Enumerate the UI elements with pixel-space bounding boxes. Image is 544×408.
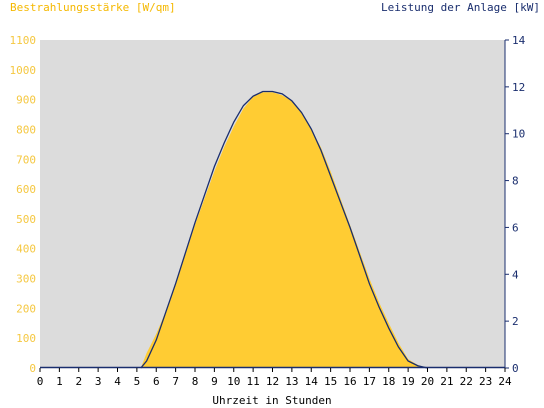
x-tick-label: 6 [153,375,160,388]
left-tick-label: 500 [16,213,36,226]
x-tick-label: 5 [134,375,141,388]
x-tick-label: 19 [402,375,415,388]
right-tick-label: 8 [512,175,519,188]
x-tick-label: 22 [460,375,473,388]
x-tick-label: 1 [56,375,63,388]
x-tick-label: 21 [440,375,453,388]
power-line [140,90,428,369]
x-tick-label: 12 [266,375,279,388]
x-tick-label: 4 [114,375,121,388]
x-tick-label: 14 [305,375,319,388]
right-tick-label: 12 [512,81,525,94]
left-tick-label: 400 [16,243,36,256]
x-axis-title: Uhrzeit in Stunden [212,394,332,407]
x-tick-label: 3 [95,375,102,388]
right-tick-label: 0 [512,362,519,375]
left-tick-label: 800 [16,123,36,136]
right-tick-label: 14 [512,34,526,47]
right-tick-label: 4 [512,268,519,281]
x-tick-label: 15 [324,375,337,388]
x-tick-label: 24 [498,375,512,388]
right-axis-title: Leistung der Anlage [kW] [381,1,540,14]
x-tick-label: 2 [75,375,82,388]
right-tick-label: 2 [512,315,519,328]
x-tick-label: 11 [247,375,260,388]
left-tick-label: 1000 [10,64,37,77]
x-tick-label: 0 [37,375,44,388]
x-tick-label: 23 [479,375,492,388]
x-tick-label: 17 [363,375,376,388]
right-tick-label: 10 [512,128,525,141]
left-tick-label: 200 [16,302,36,315]
x-tick-label: 18 [382,375,395,388]
x-tick-label: 16 [343,375,356,388]
left-tick-label: 700 [16,153,36,166]
left-tick-label: 1100 [10,34,37,47]
left-tick-label: 0 [29,362,36,375]
right-tick-label: 6 [512,221,519,234]
left-tick-label: 100 [16,332,36,345]
left-axis-title: Bestrahlungsstärke [W/qm] [10,1,176,14]
x-tick-label: 8 [192,375,199,388]
left-tick-label: 900 [16,94,36,107]
x-tick-label: 9 [211,375,218,388]
left-tick-label: 600 [16,183,36,196]
x-tick-label: 10 [227,375,240,388]
left-tick-label: 300 [16,273,36,286]
x-tick-label: 20 [421,375,434,388]
x-tick-label: 7 [172,375,179,388]
irradiance-area [140,92,428,368]
x-tick-label: 13 [285,375,298,388]
